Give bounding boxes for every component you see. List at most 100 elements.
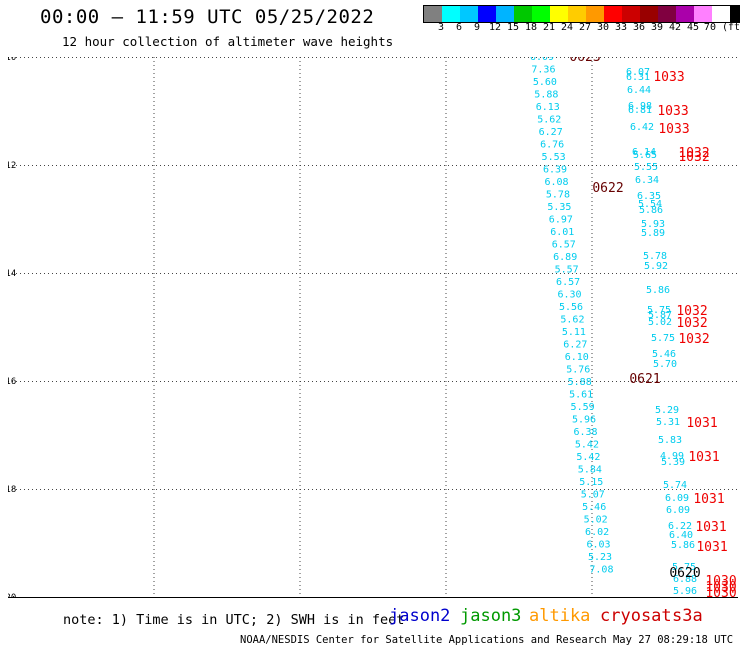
- legend-swatch: [640, 6, 658, 22]
- wave-height-value: 6.02: [585, 527, 609, 538]
- wave-height-value: 5.84: [578, 465, 602, 476]
- legend-swatch: [424, 6, 442, 22]
- legend-label: 21: [542, 22, 556, 33]
- wave-height-value-right: 6.14: [632, 147, 656, 158]
- pressure-label: 1030: [705, 580, 736, 595]
- wave-height-value: 5.02: [584, 515, 608, 526]
- wave-height-value-right: 5.96: [673, 586, 697, 597]
- wave-height-value: 6.27: [563, 340, 587, 351]
- legend-label: 33: [614, 22, 628, 33]
- wave-height-value: 5.23: [588, 552, 612, 563]
- wave-height-value-right: 6.40: [669, 530, 693, 541]
- wave-height-plot: -135-132-129-126-123-12-10-12-14-16-18-2…: [8, 57, 738, 598]
- wave-height-value: 5.11: [562, 327, 586, 338]
- wave-height-value: 5.62: [560, 315, 584, 326]
- wave-height-value-right: 5.39: [661, 457, 685, 468]
- wave-height-value-right: 5.55: [634, 162, 658, 173]
- wave-height-value-right: 6.35: [637, 191, 661, 202]
- legend-swatch: [550, 6, 568, 22]
- pressure-label: 1030: [705, 586, 736, 598]
- y-tick-label: -12: [8, 161, 16, 171]
- wave-height-value-right: 6.44: [627, 85, 651, 96]
- wave-height-value-right: 5.86: [671, 540, 695, 551]
- wave-height-value: 5.96: [572, 415, 596, 426]
- wave-height-value: 6.09: [530, 57, 554, 63]
- wave-height-value: 6.38: [573, 427, 597, 438]
- legend-swatch: [622, 6, 640, 22]
- pressure-label: 1031: [695, 520, 726, 535]
- pressure-label: 1033: [653, 70, 684, 85]
- pressure-label: 1032: [676, 304, 707, 319]
- wave-height-value-right: 6.22: [668, 521, 692, 532]
- wave-height-value: 6.08: [544, 177, 568, 188]
- legend-label: 27: [578, 22, 592, 33]
- legend-label: 30: [596, 22, 610, 33]
- wave-height-value-right: 6.88: [673, 574, 697, 585]
- wave-height-value-right: 5.65: [633, 150, 657, 161]
- pressure-label: 1033: [657, 104, 688, 119]
- wave-height-value: 5.60: [533, 77, 557, 88]
- wave-height-value: 6.10: [565, 352, 589, 363]
- legend-swatch: [604, 6, 622, 22]
- pressure-label: 1031: [686, 416, 717, 431]
- wave-height-value-right: 6.34: [635, 175, 659, 186]
- time-label: 0622: [592, 181, 623, 196]
- satellite-name: cryosat: [600, 606, 672, 626]
- wave-height-value: 6.89: [553, 252, 577, 263]
- wave-height-value: 6.01: [550, 227, 574, 238]
- wave-height-value-right: 5.89: [641, 228, 665, 239]
- time-label: 0621: [629, 372, 660, 387]
- wave-height-value: 6.97: [549, 215, 573, 226]
- wave-height-value-right: 5.75: [651, 333, 675, 344]
- wave-height-value: 6.03: [587, 540, 611, 551]
- time-label: 0623: [569, 57, 600, 65]
- legend-label: 3: [437, 22, 445, 33]
- pressure-label: 1033: [658, 122, 689, 137]
- wave-height-value-right: 5.54: [638, 199, 662, 210]
- wave-height-value-right: 6.98: [628, 101, 652, 112]
- wave-height-value: 5.56: [559, 302, 583, 313]
- wave-height-value: 5.53: [542, 152, 566, 163]
- pressure-label: 1032: [676, 316, 707, 331]
- wave-height-value-right: 5.29: [655, 405, 679, 416]
- wave-height-value-right: 5.87: [648, 310, 672, 321]
- satellite-name: jason2: [389, 606, 451, 626]
- legend-swatch: [676, 6, 694, 22]
- legend-swatch: [460, 6, 478, 22]
- wave-height-value-right: 6.31: [626, 72, 650, 83]
- wave-height-value: 5.15: [579, 477, 603, 488]
- wave-height-value: 6.57: [552, 240, 576, 251]
- wave-height-value: 5.88: [568, 377, 592, 388]
- wave-height-value: 6.13: [536, 102, 560, 113]
- legend-swatch: [496, 6, 514, 22]
- time-label: 0620: [669, 566, 700, 581]
- wave-height-value: 6.57: [556, 277, 580, 288]
- wave-height-value-right: 6.42: [630, 122, 654, 133]
- pressure-label: 1030: [705, 574, 736, 589]
- legend-label: 6: [455, 22, 463, 33]
- wave-height-value: 5.42: [575, 440, 599, 451]
- pressure-label: 1032: [678, 332, 709, 347]
- wave-height-value: 5.46: [582, 502, 606, 513]
- satellite-name: s3a: [672, 606, 703, 626]
- wave-height-value-right: 5.75: [647, 305, 671, 316]
- legend-label: 15: [506, 22, 520, 33]
- wave-height-value-right: 5.02: [648, 317, 672, 328]
- note-text: note: 1) Time is in UTC; 2) SWH is in fe…: [63, 612, 405, 628]
- wave-height-value: 6.76: [540, 140, 564, 151]
- wave-height-value: 5.57: [555, 265, 579, 276]
- y-tick-label: -16: [8, 377, 16, 387]
- satellite-name: jason3: [460, 606, 522, 626]
- wave-height-value-right: 5.31: [656, 417, 680, 428]
- wave-height-value: 5.42: [576, 452, 600, 463]
- pressure-label: 1032: [678, 150, 709, 165]
- legend-swatch: [694, 6, 712, 22]
- wave-height-value-right: 5.74: [663, 480, 687, 491]
- pressure-label: 1031: [696, 540, 727, 555]
- wave-height-value-right: 6.09: [665, 493, 689, 504]
- wave-height-value-right: 5.86: [639, 205, 663, 216]
- legend-label: 70 (ft): [703, 22, 740, 33]
- wave-height-value-right: 5.86: [646, 285, 670, 296]
- wave-height-value: 5.76: [566, 365, 590, 376]
- page-subtitle: 12 hour collection of altimeter wave hei…: [62, 34, 394, 49]
